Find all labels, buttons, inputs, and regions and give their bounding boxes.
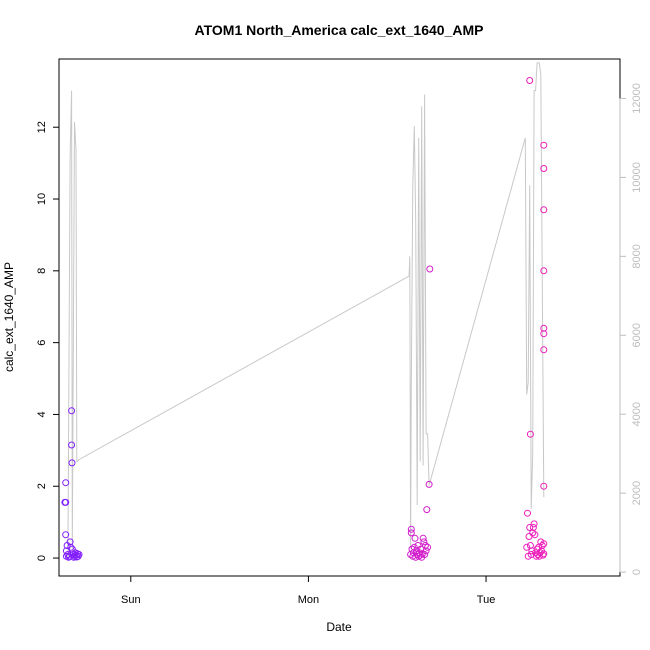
data-point	[425, 480, 433, 488]
x-axis-label: Date	[326, 620, 352, 634]
point-series	[61, 77, 548, 561]
data-point	[530, 520, 538, 528]
series-line	[67, 62, 545, 561]
x-axis: Sun Mon Tue	[121, 575, 496, 606]
chart-title: ATOM1 North_America calc_ext_1640_AMP	[195, 22, 484, 38]
data-point	[529, 529, 537, 537]
data-point	[540, 267, 548, 275]
data-point	[421, 542, 429, 549]
data-point	[67, 543, 75, 551]
data-point	[68, 459, 76, 467]
data-point	[420, 538, 428, 546]
data-point	[526, 77, 534, 84]
data-point	[66, 538, 74, 546]
y-left-tick-label: 12	[36, 121, 48, 133]
data-point	[540, 141, 548, 149]
data-point	[525, 533, 533, 540]
data-point	[421, 551, 429, 558]
y-right-tick-label: 4000	[631, 402, 643, 426]
data-point	[419, 534, 427, 542]
data-point	[68, 407, 76, 415]
y-left-tick-label: 2	[36, 483, 48, 489]
data-point	[68, 441, 76, 449]
y-left-tick-label: 10	[36, 193, 48, 205]
y-axis-label: calc_ext_1640_AMP	[2, 262, 16, 372]
y-right-tick-label: 8000	[631, 244, 643, 268]
data-point	[526, 430, 534, 438]
data-point	[408, 545, 416, 553]
data-point	[529, 524, 537, 531]
data-point	[540, 165, 548, 172]
y-right-tick-label: 2000	[631, 481, 643, 505]
data-point	[540, 346, 548, 354]
y-left-axis: 0 2 4 6 8 10 12	[36, 121, 60, 561]
data-point	[411, 534, 419, 542]
y-right-tick-label: 10000	[631, 162, 643, 193]
data-point	[407, 529, 415, 537]
data-point	[532, 552, 540, 560]
y-left-tick-label: 4	[36, 411, 48, 417]
data-point	[523, 543, 531, 551]
y-right-axis: 0 2000 4000 6000 8000 10000 12000	[619, 83, 643, 575]
data-point	[424, 543, 432, 551]
y-left-tick-label: 6	[36, 340, 48, 346]
data-point	[538, 542, 546, 549]
plot-frame	[58, 58, 621, 577]
data-point	[422, 547, 430, 555]
x-tick-label: Tue	[477, 594, 496, 606]
data-point	[524, 509, 531, 517]
data-point	[540, 482, 548, 490]
data-point	[540, 206, 548, 214]
data-point	[531, 531, 539, 539]
data-point	[407, 525, 415, 533]
data-point	[410, 543, 418, 551]
data-point	[64, 551, 72, 558]
data-point	[62, 498, 70, 506]
data-point	[540, 550, 548, 558]
data-point	[540, 540, 548, 548]
data-point	[75, 551, 83, 558]
data-point	[70, 553, 78, 561]
data-point	[540, 324, 548, 332]
y-right-tick-label: 12000	[631, 83, 643, 114]
y-left-tick-label: 8	[36, 268, 48, 274]
data-point	[423, 506, 431, 514]
data-point	[62, 479, 70, 487]
x-tick-label: Sun	[121, 594, 141, 606]
line-series	[67, 62, 545, 561]
data-point	[65, 552, 73, 560]
data-point	[540, 330, 548, 338]
y-left-tick-label: 0	[36, 555, 48, 561]
x-tick-label: Mon	[298, 594, 319, 606]
y-right-tick-label: 0	[631, 569, 643, 575]
data-point	[526, 524, 534, 531]
data-point	[62, 531, 70, 539]
data-point	[426, 265, 434, 273]
y-right-tick-label: 6000	[631, 323, 643, 347]
